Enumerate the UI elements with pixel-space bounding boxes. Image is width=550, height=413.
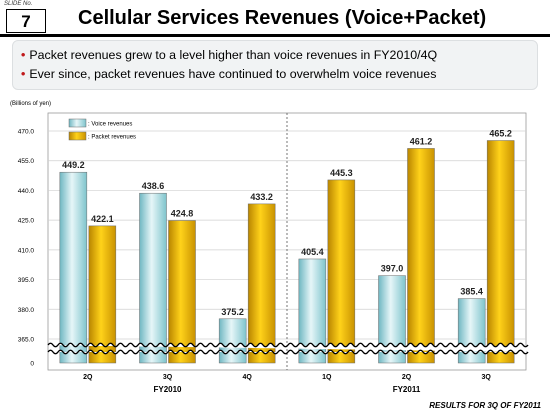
x-tick-label: 3Q [163,374,173,381]
axis-break-line [47,342,529,348]
y-tick-label: 380.0 [18,307,35,314]
footer-caption: RESULTS FOR 3Q OF FY2011 [429,401,541,410]
summary-box: • Packet revenues grew to a level higher … [12,40,538,90]
x-tick-label: 2Q [83,374,93,381]
packet-revenue-bar [407,148,435,364]
voice-data-label: 375.2 [221,307,244,317]
slide-number: 7 [6,9,46,33]
x-tick-label: 1Q [322,374,332,381]
voice-revenue-bar [457,298,486,364]
legend-voice-label: : Voice revenues [88,122,132,128]
packet-data-label: 424.8 [171,209,194,219]
x-tick-label: 3Q [481,374,491,381]
packet-revenue-bar [247,203,276,364]
voice-revenue-bar [218,318,247,364]
axis-break-line [47,349,529,355]
bullet-icon: • [21,67,26,81]
y-tick-label: 440.0 [18,188,35,195]
page-title: Cellular Services Revenues (Voice+Packet… [78,7,487,29]
voice-data-label: 385.4 [460,287,483,297]
packet-data-label: 445.3 [330,168,353,178]
y-tick-label: 425.0 [18,218,35,225]
voice-revenue-bar [59,171,88,364]
summary-bullet: • Ever since, packet revenues have contin… [21,65,537,84]
packet-revenue-bar [327,179,356,364]
summary-bullet-text: Ever since, packet revenues have continu… [29,67,437,81]
fiscal-year-label: FY2011 [393,385,421,394]
y-tick-label: 455.0 [18,158,35,165]
x-tick-label: 4Q [242,374,252,381]
y-tick-label: 365.0 [18,337,35,344]
voice-data-label: 405.4 [301,247,324,257]
title-divider [0,34,550,37]
legend-voice-swatch [68,118,87,128]
legend-packet-label: : Packet revenues [88,135,136,141]
y-tick-label: 395.0 [18,277,35,284]
packet-data-label: 433.2 [250,192,273,202]
x-tick-label: 2Q [402,374,412,381]
summary-bullet-text: Packet revenues grew to a level higher t… [29,48,438,62]
y-tick-label: 0 [30,361,34,368]
voice-data-label: 438.6 [142,181,165,191]
voice-data-label: 449.2 [62,160,85,170]
slide-number-label: SLIDE No. [4,1,33,7]
voice-data-label: 397.0 [381,264,404,274]
packet-revenue-bar [486,140,515,364]
voice-revenue-bar [139,192,167,364]
legend-packet-swatch [68,131,87,141]
y-axis-unit-label: (Billions of yen) [10,101,52,107]
packet-revenue-bar [168,220,196,364]
y-tick-label: 470.0 [18,129,35,136]
summary-bullet: • Packet revenues grew to a level higher … [21,46,537,65]
bullet-icon: • [21,48,26,62]
fiscal-year-label: FY2010 [153,385,182,394]
packet-data-label: 422.1 [91,214,114,224]
packet-data-label: 461.2 [410,136,433,146]
y-tick-label: 410.0 [18,247,35,254]
packet-data-label: 465.2 [489,129,512,139]
packet-revenue-bar [88,225,117,364]
